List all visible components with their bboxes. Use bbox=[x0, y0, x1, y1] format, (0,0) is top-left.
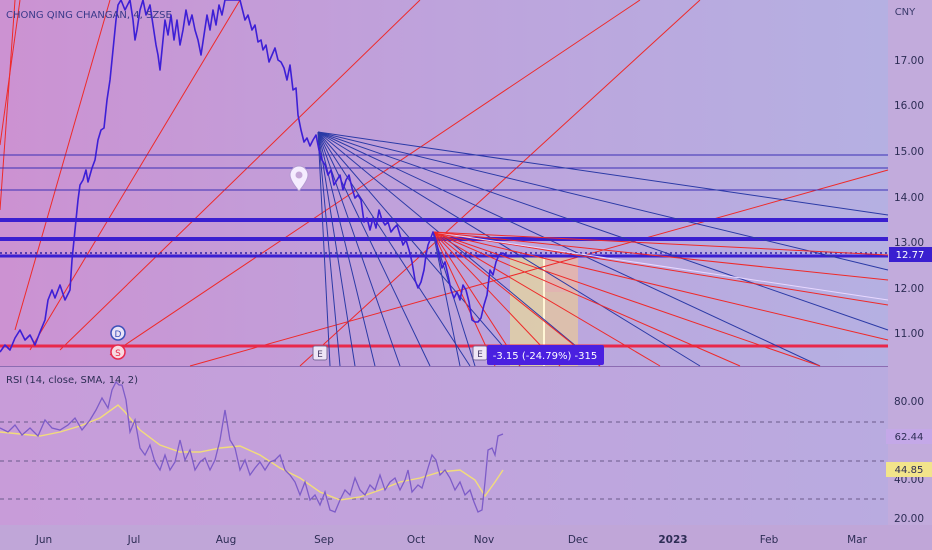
earnings-marker-label: E bbox=[317, 350, 323, 360]
rsi-axis-tick: 80.00 bbox=[894, 396, 924, 408]
time-tick: Oct bbox=[407, 534, 425, 546]
split-marker-label: S bbox=[115, 349, 121, 359]
measure-label-text: -3.15 (-24.79%) -315 bbox=[493, 351, 597, 362]
rsi-sma-badge: 44.85 bbox=[886, 462, 932, 477]
earnings-marker[interactable]: E bbox=[312, 345, 328, 361]
time-tick: Nov bbox=[474, 534, 495, 546]
measure-label: -3.15 (-24.79%) -315 bbox=[487, 345, 604, 365]
last-price-text: 12.77 bbox=[896, 250, 925, 261]
split-marker[interactable]: S bbox=[110, 344, 126, 360]
time-axis-background[interactable] bbox=[0, 525, 932, 550]
price-tick: 17.00 bbox=[894, 55, 924, 67]
rsi-sma-line bbox=[0, 404, 504, 501]
price-line[interactable] bbox=[0, 0, 509, 353]
red-trend-rays bbox=[0, 0, 889, 367]
last-price-badge: 12.77 bbox=[889, 247, 932, 262]
dividend-marker-label: D bbox=[115, 330, 122, 340]
time-tick: Mar bbox=[847, 534, 867, 546]
price-tick: 15.00 bbox=[894, 146, 924, 158]
blue-fan-lines bbox=[317, 131, 889, 367]
rsi-axis-tick: 20.00 bbox=[894, 513, 924, 525]
main-pane-background bbox=[0, 0, 888, 366]
oct-fan-lines bbox=[432, 231, 889, 367]
time-tick: Feb bbox=[760, 534, 779, 546]
price-tick: 14.00 bbox=[894, 192, 924, 204]
rsi-value-text: 62.44 bbox=[895, 432, 924, 443]
time-tick: Sep bbox=[314, 534, 334, 546]
price-tick: 13.00 bbox=[894, 237, 924, 249]
earnings-marker-2-label: E bbox=[477, 350, 483, 360]
currency-label: CNY bbox=[895, 7, 916, 18]
symbol-title[interactable]: CHONG QING CHANGAN, 4, SZSE bbox=[6, 10, 172, 21]
earnings-marker-2[interactable]: E bbox=[472, 345, 488, 361]
time-tick: Dec bbox=[568, 534, 589, 546]
rsi-sma-text: 44.85 bbox=[895, 465, 924, 476]
dividend-marker[interactable]: D bbox=[110, 325, 126, 341]
price-tick: 12.00 bbox=[894, 283, 924, 295]
rsi-title[interactable]: RSI (14, close, SMA, 14, 2) bbox=[6, 375, 138, 386]
time-tick: Aug bbox=[216, 534, 237, 546]
rsi-levels bbox=[0, 421, 888, 500]
price-tick: 16.00 bbox=[894, 100, 924, 112]
time-tick: Jun bbox=[35, 534, 52, 546]
location-pin-icon[interactable] bbox=[289, 165, 309, 192]
price-tick: 11.00 bbox=[894, 328, 924, 340]
rsi-pane-background bbox=[0, 367, 888, 525]
rsi-line[interactable] bbox=[0, 380, 504, 513]
rsi-value-badge: 62.44 bbox=[886, 429, 932, 444]
time-tick: Jul bbox=[127, 534, 141, 546]
time-tick: 2023 bbox=[658, 534, 687, 546]
